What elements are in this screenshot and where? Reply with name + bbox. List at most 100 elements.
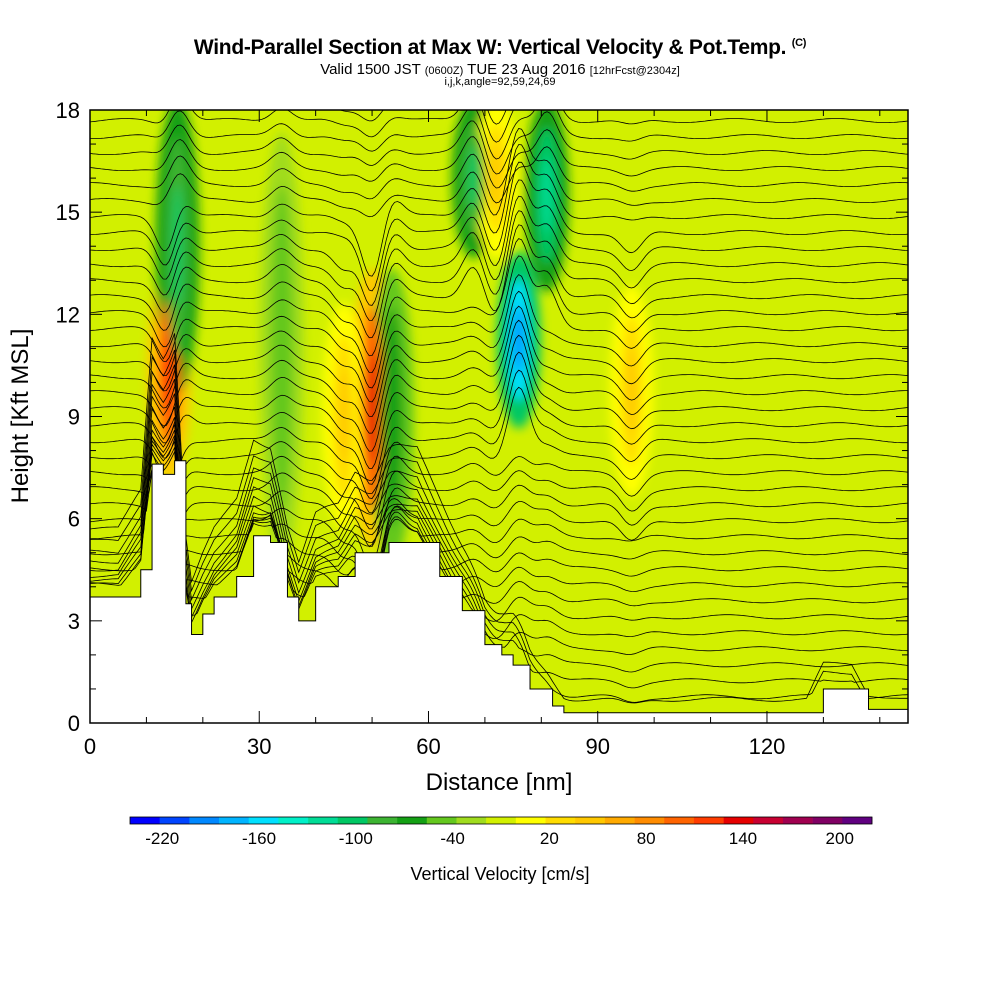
- x-tick-label: 0: [84, 734, 96, 759]
- isentrope-line: [90, 305, 908, 434]
- colorbar-tick-label: 80: [637, 829, 656, 848]
- x-axis-label: Distance [nm]: [426, 769, 573, 796]
- grid-indices: i,j,k,angle=92,59,24,69: [444, 76, 556, 88]
- isentrope-line: [90, 255, 908, 389]
- terrain-profile: [89, 460, 909, 724]
- colorbar-swatch: [397, 817, 428, 824]
- y-tick-label: 0: [68, 711, 80, 736]
- isentrope-line: [90, 386, 908, 514]
- colorbar-swatch: [812, 817, 843, 824]
- copyright-mark: (C): [791, 37, 807, 49]
- colorbar-swatch: [753, 817, 784, 824]
- colorbar-swatch: [634, 817, 665, 824]
- y-tick-label: 18: [56, 98, 80, 123]
- y-tick-label: 12: [56, 302, 80, 327]
- valid-prefix: Valid 1500 JST: [320, 61, 421, 78]
- axis-ticks: 0 30 60 90 120 0 3 6 9 12 15 18: [56, 98, 908, 759]
- velocity-feature-peak: [491, 147, 502, 209]
- isentrope-line: [90, 417, 908, 622]
- x-tick-label: 60: [416, 734, 440, 759]
- isentrope-line: [90, 349, 908, 703]
- velocity-feature-peak: [338, 370, 349, 463]
- velocity-feature-peak: [276, 256, 287, 441]
- velocity-feature-peak: [367, 350, 378, 466]
- chart-title-main: Wind-Parallel Section at Max W: Vertical…: [193, 36, 787, 59]
- isentrope-line: [90, 334, 908, 469]
- isentrope-line: [90, 446, 908, 596]
- isentrope-line: [90, 406, 908, 640]
- isentrope-line: [90, 319, 908, 452]
- isentrope-line: [90, 144, 908, 277]
- isentrope-line: [90, 224, 908, 357]
- x-tick-label: 30: [247, 734, 271, 759]
- colorbar-swatch: [308, 817, 339, 824]
- colorbar-swatch: [693, 817, 724, 824]
- colorbar-swatch: [219, 817, 250, 824]
- colorbar-tick-label: 20: [540, 829, 559, 848]
- isentrope-line: [90, 111, 908, 175]
- colorbar: -220 -160 -100 -40 20 80 140 200: [129, 816, 873, 848]
- y-axis-label: Height [Kft MSL]: [7, 329, 34, 504]
- isentrope-line: [90, 440, 908, 600]
- potential-temperature-isentropes: [90, 51, 908, 704]
- plot-area: 0 30 60 90 120 0 3 6 9 12 15 18: [56, 51, 909, 759]
- colorbar-swatch: [189, 817, 220, 824]
- isentrope-line: [90, 195, 908, 321]
- colorbar-frame: [129, 816, 873, 825]
- isentrope-line: [90, 161, 908, 292]
- colorbar-swatch: [664, 817, 695, 824]
- isentrope-line: [90, 129, 908, 189]
- colorbar-swatch: [278, 817, 309, 824]
- isentrope-line: [90, 179, 908, 306]
- chart-subtitle: Valid 1500 JST (0600Z) TUE 23 Aug 2016 […: [0, 61, 1000, 78]
- colorbar-swatch: [515, 817, 546, 824]
- isentrope-line: [90, 469, 908, 548]
- colorbar-swatch: [159, 817, 190, 824]
- velocity-feature-peak: [172, 184, 183, 308]
- isentrope-line: [90, 369, 908, 499]
- y-tick-label: 9: [68, 405, 80, 430]
- y-tick-label: 15: [56, 200, 80, 225]
- isentrope-line: [90, 51, 908, 107]
- isentrope-line: [90, 435, 908, 597]
- isentrope-line: [90, 128, 908, 218]
- isentrope-line: [90, 146, 908, 204]
- colorbar-tick-label: -160: [242, 829, 276, 848]
- isentrope-line: [90, 450, 908, 582]
- valid-date: TUE 23 Aug 2016: [467, 61, 586, 78]
- isentrope-line: [90, 455, 908, 530]
- isentrope-line: [90, 333, 908, 704]
- isentrope-line: [90, 364, 908, 689]
- colorbar-swatch: [486, 817, 517, 824]
- isentrope-line: [90, 110, 908, 143]
- colorbar-tick-label: 140: [729, 829, 757, 848]
- colorbar-swatch: [248, 817, 279, 824]
- colorbar-tick-label: -220: [145, 829, 179, 848]
- isentrope-line: [90, 290, 908, 418]
- colorbar-swatch: [575, 817, 606, 824]
- isentrope-line: [90, 351, 908, 485]
- isentrope-line: [90, 379, 908, 673]
- colorbar-swatch: [842, 817, 873, 824]
- valid-utc: (0600Z): [424, 65, 464, 77]
- colorbar-swatch: [130, 817, 160, 824]
- colorbar-swatch: [545, 817, 576, 824]
- x-tick-label: 90: [585, 734, 609, 759]
- chart-title: Wind-Parallel Section at Max W: Vertical…: [0, 36, 1000, 60]
- isentrope-line: [90, 274, 908, 403]
- colorbar-swatch: [337, 817, 368, 824]
- velocity-feature-peak: [626, 348, 637, 434]
- colorbar-swatch: [604, 817, 635, 824]
- colorbar-swatch: [426, 817, 457, 824]
- colorbar-swatch: [782, 817, 813, 824]
- isentrope-line: [339, 110, 507, 125]
- forecast-info: [12hrFcst@2304z]: [589, 65, 680, 77]
- isentrope-line: [90, 210, 908, 339]
- y-tick-label: 3: [68, 609, 80, 634]
- colorbar-tick-label: -40: [440, 829, 465, 848]
- colorbar-title: Vertical Velocity [cm/s]: [410, 864, 589, 884]
- colorbar-swatch: [456, 817, 487, 824]
- colorbar-tick-label: -100: [339, 829, 373, 848]
- colorbar-tick-label: 200: [826, 829, 854, 848]
